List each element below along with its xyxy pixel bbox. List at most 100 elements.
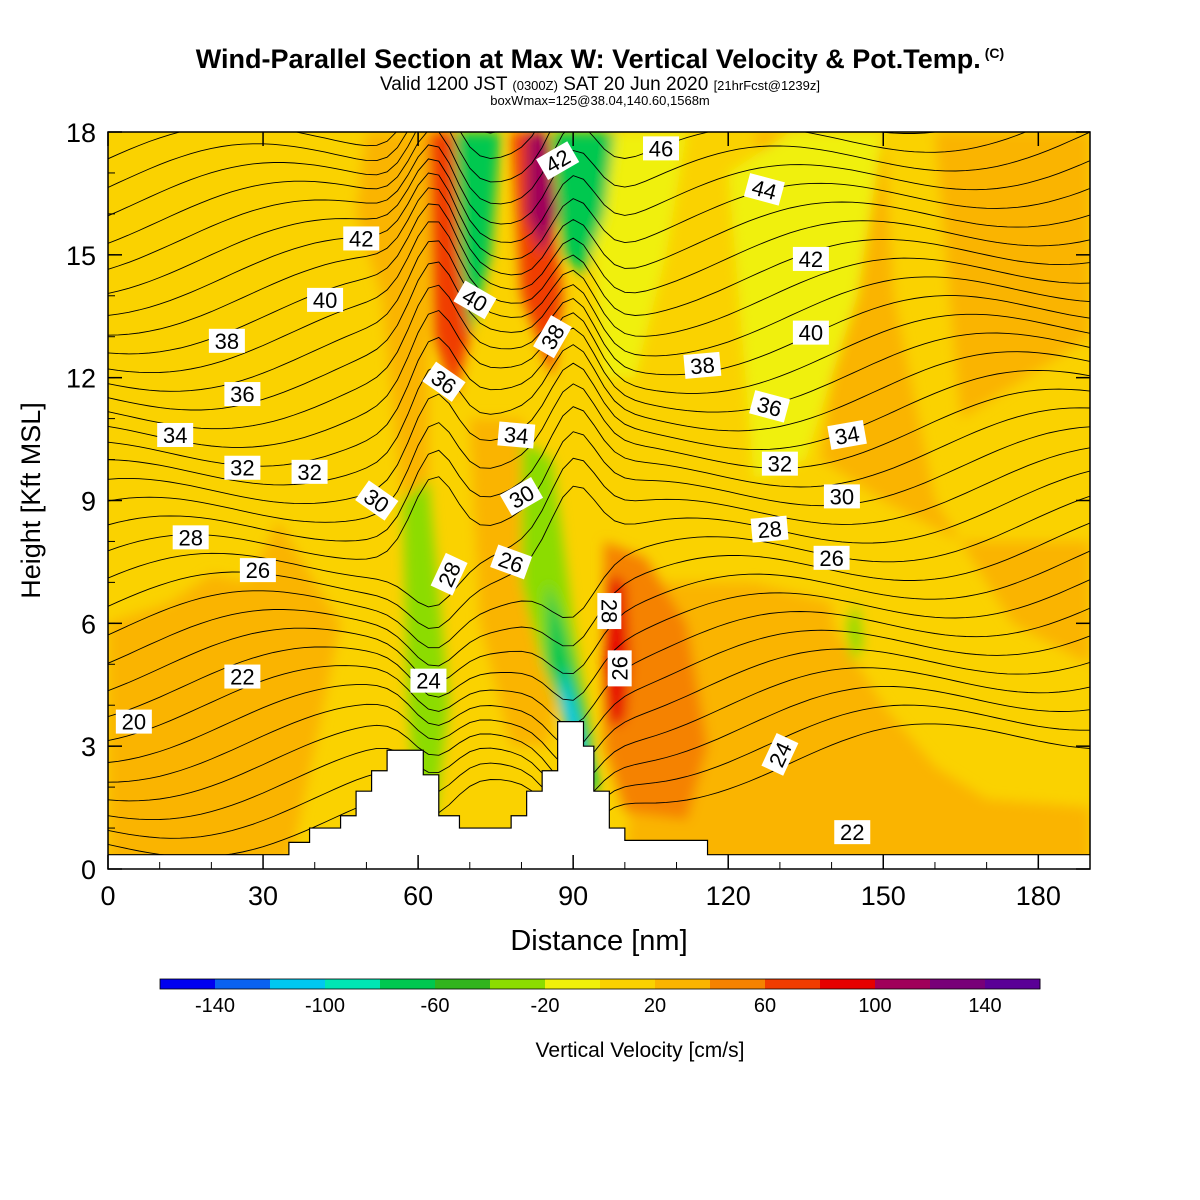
contour-label-box (208, 328, 245, 353)
colorbar-swatch (655, 979, 711, 989)
fill-green-diag-center (521, 439, 594, 747)
colorbar-title: Vertical Velocity [cm/s] (536, 1039, 745, 1062)
colorbar-swatch (985, 979, 1041, 989)
contour-label-text: 34 (163, 423, 187, 448)
contour-label-box (761, 732, 799, 776)
contour-label-box (607, 650, 632, 687)
colorbar-swatch (765, 979, 821, 989)
contour-label-box (683, 351, 722, 379)
colorbar-swatch (875, 979, 931, 989)
contour-label: 34 (157, 422, 194, 448)
contour-label-box (834, 820, 871, 845)
contour-label-text: 24 (416, 669, 440, 694)
colorbar-swatch (215, 979, 271, 989)
x-tick-label: 90 (558, 881, 588, 911)
colorbar-tick-label: 60 (754, 995, 776, 1017)
x-tick-label: 180 (1016, 881, 1061, 911)
contour-line (108, 132, 536, 188)
fill-orange-upper-center (511, 132, 563, 378)
contour-label-box (157, 422, 194, 447)
contour-label: 30 (823, 484, 860, 509)
x-tick-label: 150 (861, 881, 906, 911)
contour-label-text: 28 (596, 599, 621, 623)
contour-line (108, 426, 1090, 560)
contour-line (108, 344, 1090, 486)
chart-title: Wind-Parallel Section at Max W: Vertical… (195, 44, 1005, 74)
contour-label-box (533, 315, 572, 359)
fill-green-right-mid (728, 132, 884, 481)
contour-label: 22 (224, 664, 261, 690)
contour-label-box (761, 451, 798, 476)
contour-line (108, 629, 1090, 763)
fill-yellow-left-low (108, 520, 341, 869)
contour-label: 26 (607, 650, 633, 687)
contour-label-box (750, 515, 789, 543)
colorbar-swatch (545, 979, 601, 989)
velocity-fill-layer (108, 132, 1090, 869)
contour-line (108, 550, 1090, 692)
contour-line (108, 261, 1090, 411)
colorbar-swatch (930, 979, 986, 989)
contour-label: 40 (307, 287, 344, 313)
contour-label: 38 (683, 351, 722, 379)
colorbar-swatch (160, 979, 216, 989)
x-tick-label: 30 (248, 881, 278, 911)
contour-line (108, 203, 1090, 355)
contour-line (108, 362, 1090, 505)
contour-label-text: 42 (799, 247, 823, 272)
contour-label-text: 40 (799, 321, 823, 346)
colorbar-swatch (490, 979, 546, 989)
fill-yellow-right (686, 132, 1090, 665)
contour-line (108, 648, 1090, 783)
contour-line (108, 132, 939, 217)
contour-label-text: 30 (830, 484, 854, 509)
colorbar-swatch (820, 979, 876, 989)
contour-label-box (224, 664, 261, 689)
contour-label-text: 34 (833, 421, 861, 450)
contour-label-text: 34 (503, 422, 530, 449)
contour-label-text: 40 (313, 288, 337, 313)
contour-line (108, 132, 1027, 244)
contour-label-box (743, 173, 785, 206)
contour-label: 32 (224, 455, 261, 481)
contour-label: 22 (834, 820, 871, 845)
contour-label: 20 (115, 709, 152, 735)
x-axis-label: Distance [nm] (510, 925, 687, 957)
contour-label: 46 (643, 136, 680, 161)
contour-label-box (453, 280, 497, 320)
x-tick-label: 0 (100, 881, 115, 911)
contour-label-text: 32 (230, 456, 254, 481)
contour-label: 26 (813, 545, 850, 571)
contour-label-text: 20 (122, 710, 146, 735)
terrain (108, 720, 1090, 869)
contour-line (108, 132, 1090, 270)
contour-line (108, 327, 1090, 467)
colorbar-swatch (270, 979, 326, 989)
contour-label-box (115, 709, 152, 734)
contour-label: 24 (410, 668, 447, 694)
contour-label-text: 26 (608, 656, 633, 680)
contour-label-box (792, 320, 829, 345)
chart-subtitle: Valid 1200 JST (0300Z) SAT 20 Jun 2020 [… (380, 74, 820, 95)
contour-label: 32 (761, 451, 798, 477)
contour-label-box (813, 545, 850, 570)
colorbar-swatch (710, 979, 766, 989)
contour-label: 42 (343, 226, 380, 251)
contour-label: 34 (827, 420, 867, 450)
contour-label-box (749, 390, 791, 423)
y-tick-label: 15 (66, 241, 96, 271)
contour-label-text: 28 (756, 516, 783, 543)
contour-line (108, 383, 1090, 523)
contour-label-text: 32 (297, 460, 321, 485)
x-tick-label: 60 (403, 881, 433, 911)
fill-soft (108, 132, 1090, 869)
contour-label-text: 36 (230, 382, 254, 407)
contour-label: 34 (497, 421, 536, 449)
contour-line (108, 1, 1090, 131)
contour-label-box (224, 382, 261, 407)
colorbar-swatch (600, 979, 656, 989)
contour-label-box (430, 552, 468, 596)
contour-label-box (239, 558, 276, 583)
